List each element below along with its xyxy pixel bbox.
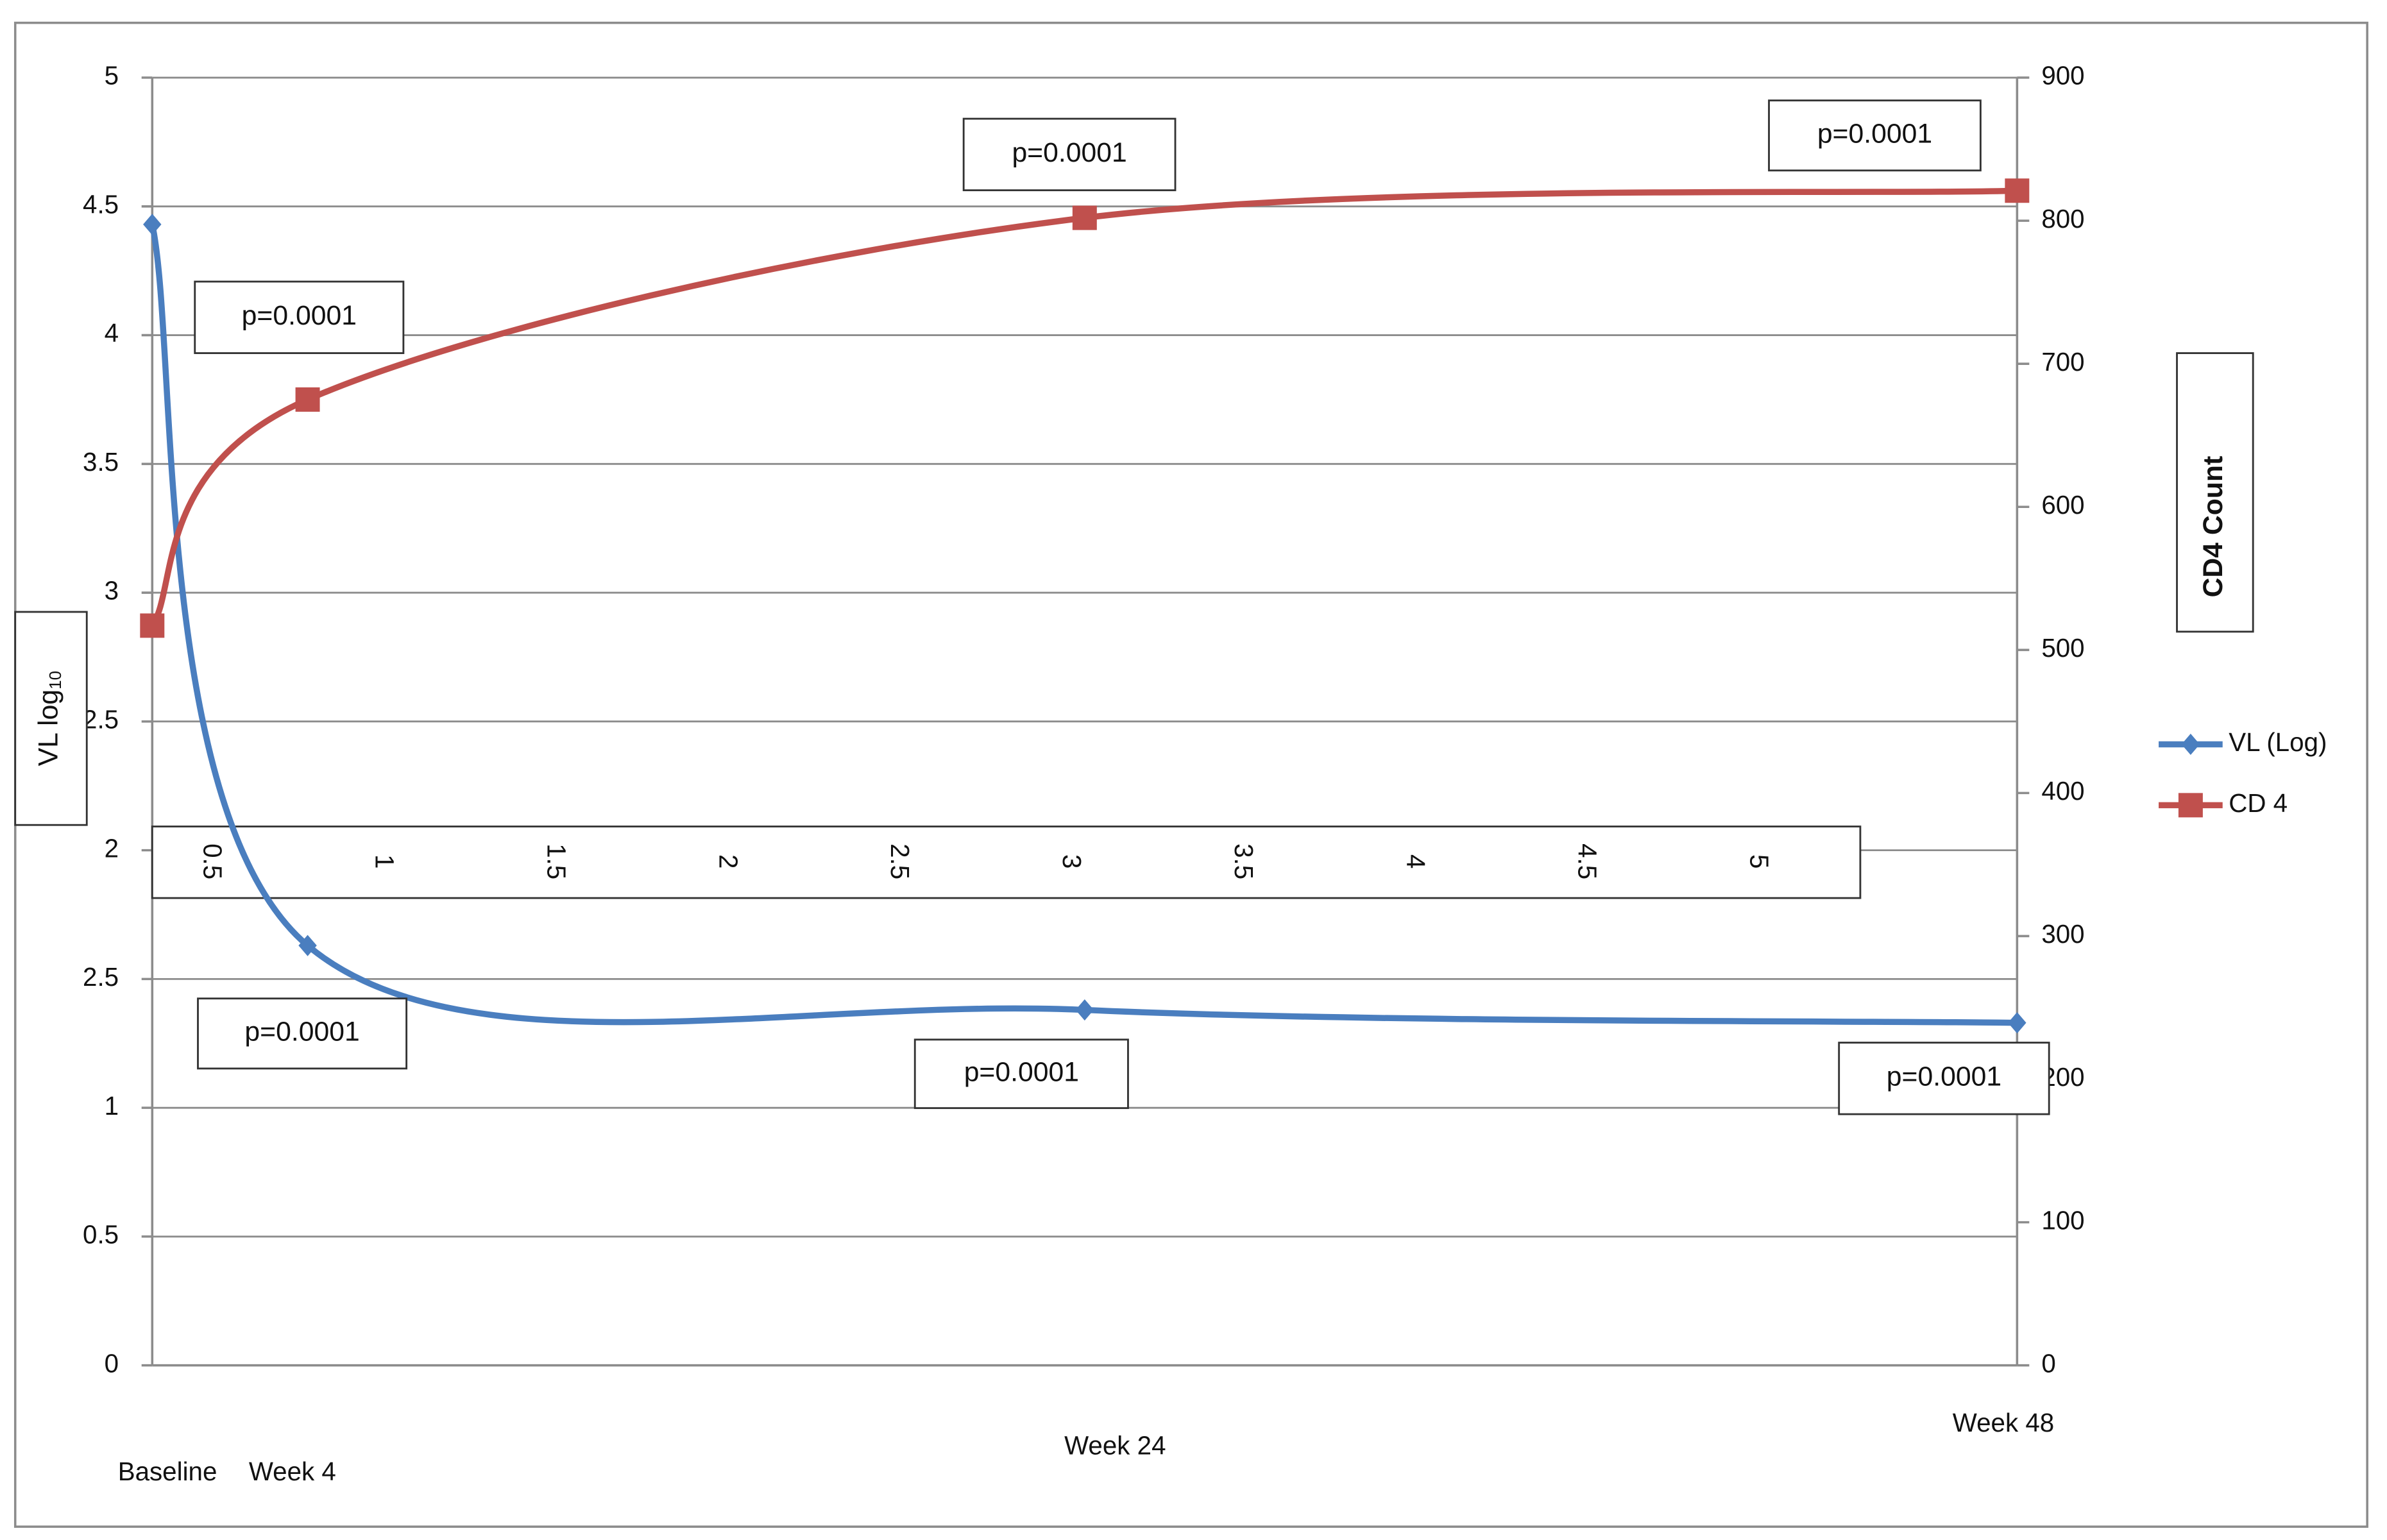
marker: [298, 935, 317, 956]
y2-axis-label: CD4 Count: [2198, 456, 2229, 598]
series-line: [149, 223, 2017, 1026]
annotation: p=0.0001: [1887, 1062, 2001, 1092]
y-label-box: [14, 611, 88, 826]
y-tick-label: 2.5: [83, 705, 119, 734]
chart-border: [13, 21, 2368, 1528]
y2-tick-label: 0: [2041, 1348, 2055, 1378]
y2-label-box: [2176, 352, 2254, 633]
annotation: p=0.0001: [964, 1057, 1079, 1088]
x-tick-label: Baseline: [118, 1457, 217, 1486]
legend-marker: [2178, 793, 2203, 818]
y-tick-label: 2.5: [83, 962, 119, 992]
legend-label: CD 4: [2229, 788, 2288, 818]
marker: [143, 214, 162, 235]
y2-tick-label: 400: [2041, 776, 2084, 806]
y-tick-label: 4: [105, 318, 119, 348]
inset-axis-box: [151, 825, 1862, 899]
y-tick-label: 5: [105, 61, 119, 90]
y-axis-label-subscript: 10: [46, 671, 65, 690]
x-tick-label: Week 24: [1064, 1430, 1166, 1460]
series-line: [149, 187, 2017, 628]
annotation-box: [913, 1038, 1129, 1110]
marker: [140, 613, 165, 638]
annotation-box: [1768, 99, 1982, 172]
y-tick-label: 3.5: [83, 447, 119, 477]
inset-tick-label: 2.5: [885, 843, 915, 879]
annotation: p=0.0001: [242, 300, 357, 331]
inset-tick-label: 0.5: [198, 843, 228, 879]
annotation-box: [194, 280, 405, 354]
y-axis-label-main: VL log: [33, 690, 64, 766]
y-tick-label: 1: [105, 1091, 119, 1121]
inset-tick-label: 1: [370, 854, 400, 868]
annotation: p=0.0001: [1012, 137, 1126, 168]
marker: [295, 387, 320, 412]
inset-tick-label: 1.5: [541, 843, 571, 879]
inset-tick-label: 4.5: [1573, 843, 1602, 879]
chart-body: 00.512.522.533.544.550100200300400500600…: [13, 21, 2368, 1528]
x-tick-label: Week 48: [1953, 1408, 2054, 1437]
y2-tick-label: 700: [2041, 347, 2084, 377]
annotation-box: [197, 997, 408, 1070]
marker: [1072, 205, 1097, 230]
y-tick-label: 0: [105, 1348, 119, 1378]
annotation: p=0.0001: [1817, 118, 1932, 149]
marker: [2005, 178, 2030, 203]
inset-tick-label: 5: [1745, 854, 1774, 868]
annotation-box: [1838, 1042, 2050, 1115]
y-axis-label: VL log10: [33, 671, 65, 766]
inset-tick-label: 3: [1057, 854, 1087, 868]
y-tick-label: 3: [105, 576, 119, 605]
inset-tick-label: 2: [713, 854, 743, 868]
marker: [1075, 999, 1094, 1021]
annotation: p=0.0001: [244, 1017, 359, 1047]
inset-tick-label: 4: [1401, 854, 1431, 868]
y2-tick-label: 100: [2041, 1205, 2084, 1235]
y2-tick-label: 800: [2041, 204, 2084, 233]
y-tick-label: 2: [105, 833, 119, 863]
y2-tick-label: 600: [2041, 490, 2084, 520]
inset-tick-label: 3.5: [1229, 843, 1259, 879]
y-tick-label: 4.5: [83, 189, 119, 219]
legend-label: VL (Log): [2229, 727, 2327, 757]
annotation-box: [962, 117, 1177, 192]
legend-marker: [2181, 733, 2200, 756]
y2-tick-label: 300: [2041, 919, 2084, 949]
marker: [2008, 1012, 2026, 1034]
y-tick-label: 0.5: [83, 1220, 119, 1249]
y2-tick-label: 500: [2041, 633, 2084, 663]
x-tick-label: Week 4: [249, 1457, 336, 1486]
y2-tick-label: 900: [2041, 61, 2084, 90]
